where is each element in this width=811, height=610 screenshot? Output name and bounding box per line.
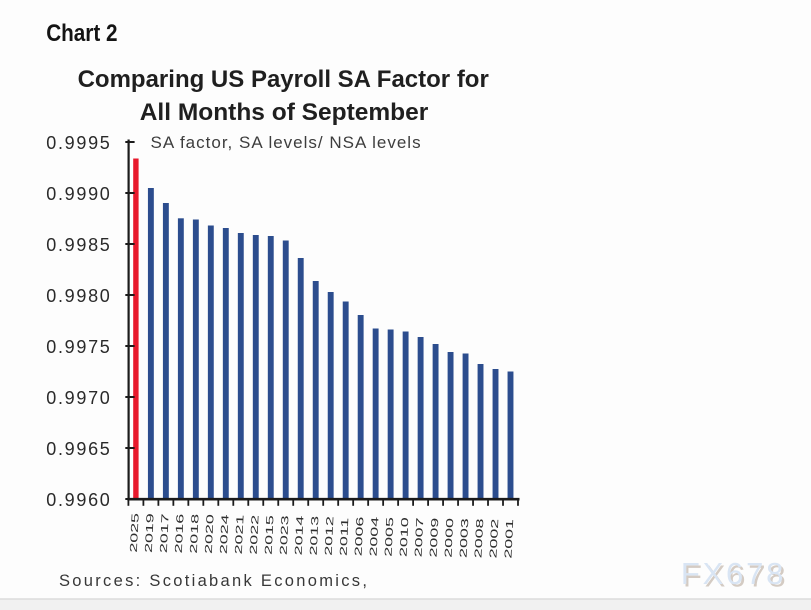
svg-text:Chart 2: Chart 2 xyxy=(46,19,117,47)
svg-text:2012: 2012 xyxy=(323,516,336,556)
svg-text:2025: 2025 xyxy=(128,513,141,553)
svg-text:2003: 2003 xyxy=(458,518,471,558)
svg-text:2016: 2016 xyxy=(173,514,186,554)
svg-text:0.9975: 0.9975 xyxy=(46,337,111,357)
svg-text:0.9970: 0.9970 xyxy=(46,388,111,408)
svg-text:2006: 2006 xyxy=(353,516,366,556)
svg-text:2004: 2004 xyxy=(368,517,381,557)
svg-text:0.9995: 0.9995 xyxy=(46,133,111,153)
svg-text:0.9965: 0.9965 xyxy=(46,439,111,459)
svg-text:2020: 2020 xyxy=(203,514,216,554)
svg-text:2023: 2023 xyxy=(278,515,291,555)
svg-text:2000: 2000 xyxy=(443,518,456,558)
svg-text:2017: 2017 xyxy=(158,513,171,553)
svg-text:Sources: Scotiabank Economics,: Sources: Scotiabank Economics, xyxy=(59,572,369,590)
svg-text:2021: 2021 xyxy=(233,514,246,554)
svg-text:2010: 2010 xyxy=(398,517,411,557)
svg-text:2002: 2002 xyxy=(488,519,501,559)
svg-text:2024: 2024 xyxy=(218,514,231,554)
svg-text:FX678: FX678 xyxy=(683,558,788,593)
svg-text:2013: 2013 xyxy=(308,516,321,556)
svg-text:0.9960: 0.9960 xyxy=(46,490,111,510)
svg-text:All Months of September: All Months of September xyxy=(140,99,429,126)
svg-text:2009: 2009 xyxy=(428,518,441,558)
svg-text:2005: 2005 xyxy=(383,517,396,557)
svg-text:0.9990: 0.9990 xyxy=(46,184,111,204)
svg-text:2015: 2015 xyxy=(263,515,276,555)
svg-text:2008: 2008 xyxy=(473,518,486,558)
svg-text:SA factor, SA levels/ NSA leve: SA factor, SA levels/ NSA levels xyxy=(151,133,422,152)
svg-text:FX678: FX678 xyxy=(681,556,786,591)
svg-text:0.9985: 0.9985 xyxy=(46,235,111,255)
svg-text:2019: 2019 xyxy=(143,513,156,553)
svg-text:2014: 2014 xyxy=(293,515,306,555)
svg-text:2018: 2018 xyxy=(188,514,201,554)
svg-text:0.9980: 0.9980 xyxy=(46,286,111,306)
svg-text:2001: 2001 xyxy=(503,519,516,559)
svg-text:2007: 2007 xyxy=(413,517,426,557)
svg-text:2011: 2011 xyxy=(338,517,351,556)
svg-text:2022: 2022 xyxy=(248,515,261,555)
svg-text:Comparing US Payroll SA Factor: Comparing US Payroll SA Factor for xyxy=(78,66,490,93)
